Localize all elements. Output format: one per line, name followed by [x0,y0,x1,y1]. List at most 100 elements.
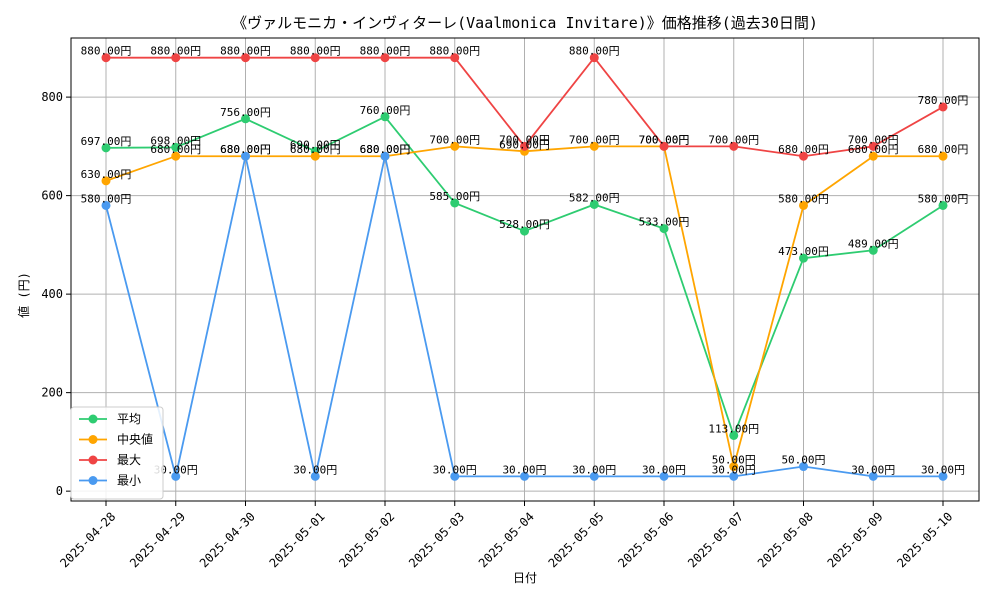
legend-label: 中央値 [117,432,153,447]
data-point [799,151,808,161]
y-tick-label: 800 [41,90,63,104]
data-label: 582.00円 [569,191,620,204]
data-label: 680.00円 [290,143,341,156]
data-point [729,141,739,151]
data-label: 473.00円 [778,245,829,258]
data-point [380,151,390,161]
series-group [101,53,948,481]
grid [71,38,979,501]
data-label: 680.00円 [778,143,829,156]
data-point [589,199,599,209]
data-point [171,142,181,152]
chart-title: 《ヴァルモニカ・インヴィターレ(Vaalmonica Invitare)》価格推… [232,14,818,32]
data-point [938,200,948,210]
data-label: 113.00円 [708,422,759,435]
data-label: 30.00円 [154,463,198,476]
data-point [241,53,250,63]
data-label: 880.00円 [290,45,341,58]
data-point [799,253,808,263]
data-point [520,141,529,151]
x-tick-label: 2025-05-01 [267,509,328,570]
legend-marker [88,414,98,424]
data-point [729,430,739,440]
data-label: 700.00円 [499,133,550,146]
data-point [520,226,529,236]
data-label: 760.00円 [360,104,411,117]
data-label: 780.00円 [918,94,969,107]
data-label: 680.00円 [360,143,411,156]
data-point [520,471,529,481]
data-point [310,151,320,161]
data-point [101,143,111,153]
data-point [101,53,111,63]
data-label: 700.00円 [569,133,620,146]
data-label: 580.00円 [918,192,969,205]
legend-label: 最小 [117,474,141,488]
data-label: 30.00円 [293,463,337,476]
x-axis-label: 日付 [513,571,537,585]
data-label: 30.00円 [921,463,965,476]
data-point [101,200,111,210]
data-label: 30.00円 [502,463,546,476]
x-tick-label: 2025-05-07 [685,509,746,570]
data-point [589,471,599,481]
data-point [729,462,739,472]
data-label: 580.00円 [81,192,132,205]
data-point [380,53,390,63]
data-label: 690.00円 [499,138,550,151]
legend-marker [88,476,98,485]
data-point [659,471,669,481]
data-label: 697.00円 [81,135,132,148]
axes: 2025-04-28 2025-04-29 2025-04-30 2025-05-01… [41,37,980,570]
data-label: 30.00円 [712,463,756,476]
data-label: 680.00円 [360,143,411,156]
data-label: 30.00円 [433,463,477,476]
data-point [310,53,320,63]
data-point [589,53,599,63]
y-tick-label: 400 [41,287,63,301]
data-label: 756.00円 [220,106,271,119]
data-label: 880.00円 [569,45,620,58]
data-label: 880.00円 [150,45,201,58]
x-tick-label: 2025-05-02 [336,509,397,570]
data-point [450,141,460,151]
x-tick-label: 2025-05-06 [615,509,676,570]
y-tick-label: 0 [56,484,63,498]
data-label: 880.00円 [360,45,411,58]
data-point [450,53,460,63]
data-point [938,151,948,161]
data-point [868,471,878,481]
data-label: 580.00円 [778,192,829,205]
data-point [799,200,808,210]
plot-frame [70,37,980,502]
data-label: 680.00円 [150,143,201,156]
data-label: 700.00円 [848,133,899,146]
data-label: 30.00円 [572,463,616,476]
data-label: 690.00円 [290,138,341,151]
legend-label: 最大 [117,453,141,467]
x-tick-label: 2025-04-29 [127,509,188,570]
data-label: 50.00円 [712,454,756,467]
x-tick-label: 2025-05-04 [476,509,537,570]
data-point [659,224,669,234]
legend-marker [88,455,98,465]
data-point [310,471,320,481]
data-point [171,151,181,161]
x-tick-label: 2025-05-09 [825,509,886,570]
data-point [380,112,390,122]
data-point [938,471,948,481]
data-label: 489.00円 [848,237,899,250]
data-label: 880.00円 [220,45,271,58]
legend-box [70,406,164,500]
data-point [729,471,739,481]
series-3 [101,151,948,481]
data-label: 585.00円 [429,190,480,203]
data-label: 880.00円 [81,45,132,58]
data-point [171,53,181,63]
data-point [868,151,878,161]
data-point [938,102,948,112]
data-label: 30.00円 [642,463,686,476]
data-label: 630.00円 [81,168,132,181]
